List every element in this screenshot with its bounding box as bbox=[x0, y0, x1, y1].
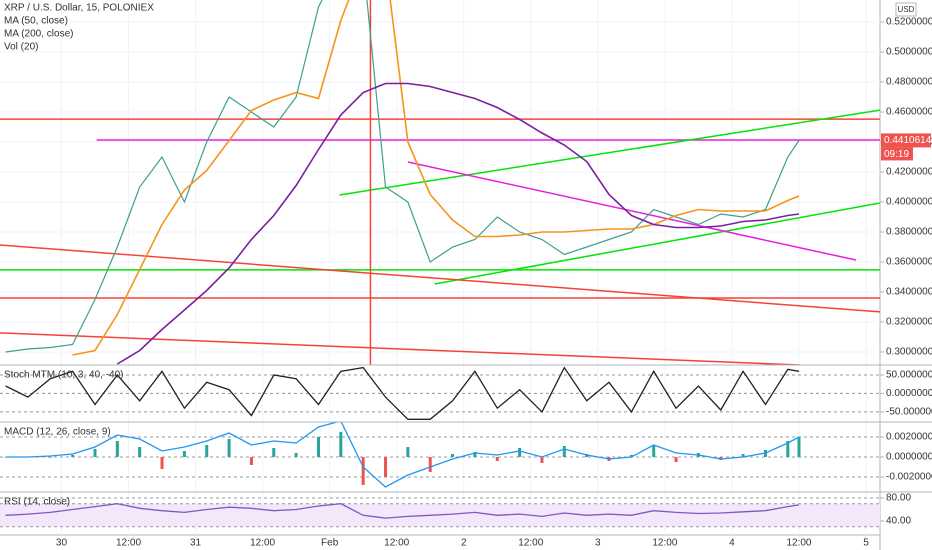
x-tick-label: 12:00 bbox=[384, 538, 409, 549]
trend-line bbox=[407, 161, 857, 261]
series-line bbox=[5, 366, 800, 420]
x-tick-label: 3 bbox=[595, 538, 601, 549]
x-tick-label: 12:00 bbox=[652, 538, 677, 549]
x-tick-label: 12:00 bbox=[250, 538, 275, 549]
x-tick-label: 12:00 bbox=[786, 538, 811, 549]
legend-entry: MA (200, close) bbox=[4, 29, 73, 40]
histogram-bar bbox=[182, 451, 186, 457]
histogram-bar bbox=[249, 457, 253, 465]
histogram-bar bbox=[629, 455, 633, 457]
series-line bbox=[5, 503, 800, 519]
x-tick-label: 4 bbox=[729, 538, 735, 549]
histogram-bar bbox=[4, 457, 8, 458]
y-tick-label: 0.00000000 bbox=[886, 452, 932, 463]
histogram-bar bbox=[48, 457, 52, 458]
y-tick-label: 40.00 bbox=[886, 516, 911, 527]
histogram-bar bbox=[339, 432, 343, 457]
histogram-bar bbox=[451, 454, 455, 457]
x-tick-label: 2 bbox=[461, 538, 467, 549]
x-tick-label: Feb bbox=[321, 538, 339, 549]
x-tick-label: 31 bbox=[190, 538, 202, 549]
histogram-bar bbox=[495, 457, 499, 461]
last-price-tag bbox=[881, 133, 931, 148]
histogram-bar bbox=[674, 457, 678, 462]
chart-title: XRP / U.S. Dollar, 15, POLONIEX bbox=[4, 3, 154, 14]
legend-entry: MA (50, close) bbox=[4, 16, 68, 27]
histogram-bar bbox=[227, 439, 231, 457]
histogram-bar bbox=[473, 452, 477, 457]
trend-line bbox=[434, 202, 880, 285]
currency-box bbox=[895, 2, 917, 17]
histogram-bar bbox=[741, 454, 745, 457]
x-tick-label: 5 bbox=[863, 538, 869, 549]
histogram-bar bbox=[361, 457, 365, 485]
histogram-bar bbox=[115, 441, 119, 457]
countdown-tag bbox=[881, 147, 913, 161]
histogram-bar bbox=[562, 446, 566, 457]
y-tick-label: -50.00000000 bbox=[886, 407, 932, 418]
histogram-bar bbox=[138, 447, 142, 457]
trend-line bbox=[339, 109, 880, 196]
x-tick-label: 30 bbox=[56, 538, 68, 549]
series-line bbox=[116, 82, 800, 365]
countdown-label: 09:19 bbox=[884, 149, 909, 160]
y-tick-label: 0.00000000 bbox=[886, 388, 932, 399]
currency-label: USD bbox=[898, 5, 915, 14]
x-tick-label: 12:00 bbox=[116, 538, 141, 549]
series-line bbox=[72, 0, 800, 356]
histogram-bar bbox=[652, 445, 656, 457]
histogram-bar bbox=[797, 437, 801, 457]
histogram-bar bbox=[786, 441, 790, 457]
histogram-bar bbox=[540, 457, 544, 463]
y-tick-label: 50.00000000 bbox=[886, 370, 932, 381]
trend-line bbox=[0, 332, 801, 365]
histogram-bar bbox=[316, 437, 320, 457]
histogram-bar bbox=[160, 457, 164, 469]
histogram-bar bbox=[294, 453, 298, 457]
histogram-bar bbox=[93, 449, 97, 457]
last-price-label: 0.44106146 bbox=[884, 135, 932, 146]
series-line bbox=[5, 0, 800, 353]
panel-title: MACD (12, 26, close, 9) bbox=[4, 427, 111, 438]
series-line bbox=[5, 422, 800, 488]
histogram-bar bbox=[406, 447, 410, 457]
panel-title: Stoch MTM (10, 3, 40, -40) bbox=[4, 370, 124, 381]
histogram-bar bbox=[518, 448, 522, 457]
y-tick-label: 80.00 bbox=[886, 493, 911, 504]
histogram-bar bbox=[384, 457, 388, 477]
histogram-bar bbox=[71, 455, 75, 457]
panel-title: RSI (14, close) bbox=[4, 497, 70, 508]
histogram-bar bbox=[428, 457, 432, 472]
x-tick-label: 12:00 bbox=[518, 538, 543, 549]
volume-label: Vol (20) bbox=[4, 42, 38, 53]
histogram-bar bbox=[272, 448, 276, 457]
histogram-bar bbox=[205, 445, 209, 457]
